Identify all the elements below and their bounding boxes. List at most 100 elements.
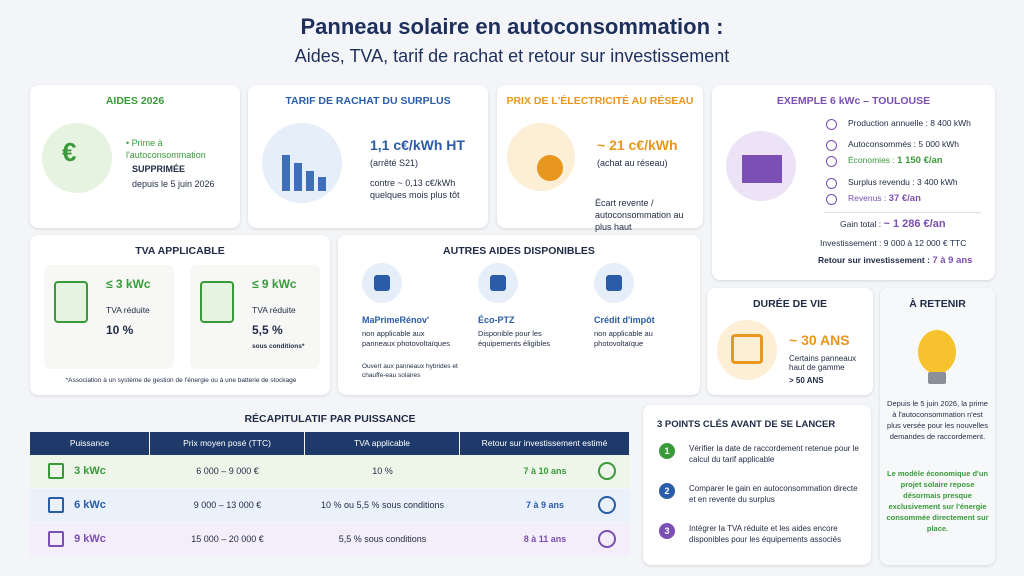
aid-text: non applicable au photovoltaïque: [594, 329, 653, 348]
example-row: Investissement : 9 000 à 12 000 € TTC: [820, 238, 966, 248]
duree-card: DURÉE DE VIE ~ 30 ANS Certains panneaux …: [707, 288, 873, 395]
card-title: EXEMPLE 6 kWc – TOULOUSE: [776, 95, 931, 107]
house-icon: [48, 531, 64, 547]
note: (arrêté S21): [370, 158, 419, 168]
retenir-card: À RETENIR Depuis le 5 juin 2026, la prim…: [880, 288, 995, 565]
clock-icon: [598, 496, 616, 514]
table-header: TVA applicable: [305, 432, 459, 455]
example-row: Économies : 1 150 €/an: [848, 155, 943, 166]
table-cell: 6 kWc: [74, 499, 106, 511]
gap: Écart revente / autoconsommation au plus…: [595, 198, 684, 232]
row-value: 5 000 kWh: [918, 139, 960, 149]
since: depuis le 5 juin 2026: [132, 179, 215, 189]
row-value: ~ 1 286 €/an: [883, 218, 946, 230]
table-cell: 15 000 – 20 000 €: [191, 534, 264, 544]
note: (achat au réseau): [597, 158, 668, 168]
euro-symbol: €: [62, 137, 77, 167]
card-title: 3 POINTS CLÉS AVANT DE SE LANCER: [657, 419, 836, 430]
label: TVA réduite: [252, 305, 296, 315]
extra: > 50 ANS: [789, 376, 824, 385]
exemple-card: EXEMPLE 6 kWc – TOULOUSE Production annu…: [712, 85, 995, 280]
icon-bar: [318, 177, 326, 191]
title: Panneau solaire en autoconsommation :: [300, 14, 724, 39]
example-row: Revenus : 37 €/an: [848, 193, 921, 204]
highlight: Le modèle économique d'un projet solaire…: [886, 469, 989, 533]
table-cell: 9 000 – 13 000 €: [193, 500, 262, 510]
row-value: 7 à 9 ans: [932, 255, 973, 266]
tva-card: TVA APPLICABLE *Association à un système…: [30, 235, 330, 395]
value: 1,1 c€/kWh HT: [370, 137, 465, 153]
card-title: AIDES 2026: [105, 95, 165, 107]
table-cell: 5,5 % sous conditions: [338, 534, 427, 544]
aid-name: Crédit d'impôt: [594, 315, 655, 325]
status: SUPPRIMÉE: [132, 164, 186, 174]
row-label: Surplus revendu :: [848, 177, 915, 187]
bulb-icon: [918, 330, 956, 374]
table-row: [30, 489, 630, 522]
table-title: RÉCAPITULATIF PAR PUISSANCE: [244, 413, 416, 425]
house-icon: [48, 497, 64, 513]
table-cell: 3 kWc: [74, 465, 106, 477]
table-cell: 6 000 – 9 000 €: [196, 466, 259, 476]
card-title: TARIF DE RACHAT DU SURPLUS: [285, 95, 451, 107]
compare: contre ~ 0,13 c€/kWh quelques mois plus …: [370, 178, 460, 200]
point-number: 2: [659, 483, 675, 499]
table-header: Prix moyen posé (TTC): [150, 432, 304, 455]
icon-bar: [294, 163, 302, 191]
example-row: Surplus revendu : 3 400 kWh: [848, 177, 958, 187]
bulb-base: [928, 372, 946, 384]
note: *Association à un système de gestion de …: [65, 377, 297, 384]
limit: ≤ 9 kWc: [252, 277, 297, 291]
note: Certains panneaux haut de gamme: [789, 354, 857, 372]
table-cell: 8 à 11 ans: [523, 534, 567, 544]
euro-icon: [42, 123, 112, 193]
row-label: Revenus :: [848, 193, 887, 203]
example-row: Gain total : ~ 1 286 €/an: [840, 218, 946, 230]
value: ~ 30 ANS: [789, 332, 850, 348]
tarif-card: TARIF DE RACHAT DU SURPLUS 1,1 c€/kWh HT…: [248, 85, 488, 228]
rate: 10 %: [106, 323, 134, 337]
aid-icon-inner: [374, 275, 390, 291]
tva-icon: [200, 281, 234, 323]
label: TVA réduite: [106, 305, 150, 315]
aid-name: MaPrimeRénov': [362, 315, 430, 325]
row-value: 3 400 kWh: [917, 177, 958, 187]
row-value: 37 €/an: [888, 193, 921, 204]
table-cell: 10 % ou 5,5 % sous conditions: [320, 500, 445, 510]
row-icon: [826, 156, 837, 167]
aid-text: Disponible pour les équipements éligible…: [478, 329, 551, 348]
row-value: 9 000 à 12 000 € TTC: [883, 238, 967, 248]
table-header: Retour sur investissement estimé: [460, 432, 629, 455]
separator: [824, 212, 981, 213]
house-body: [742, 155, 782, 183]
card-title: TVA APPLICABLE: [135, 245, 225, 257]
row-icon: [826, 194, 837, 205]
icon-bar: [306, 171, 314, 191]
point-text: Comparer le gain en autoconsommation dir…: [689, 484, 858, 504]
aid-extra: Ouvert aux panneaux hybrides et chauffe-…: [362, 363, 458, 379]
clock-icon: [598, 530, 616, 548]
tva-item: ≤ 3 kWc TVA réduite 10 %: [44, 265, 174, 369]
point-number: 3: [659, 523, 675, 539]
table-cell: 7 à 10 ans: [523, 466, 567, 476]
rate: 5,5 %: [252, 323, 283, 337]
row-label: Autoconsommés :: [848, 139, 917, 149]
aides-card: AIDES 2026 € • Prime à l'autoconsommatio…: [30, 85, 240, 228]
aid-text: non applicable aux panneaux photovoltaïq…: [362, 329, 450, 348]
condition: sous conditions*: [252, 343, 305, 350]
coin: [537, 155, 563, 181]
row-value: 1 150 €/an: [897, 155, 943, 166]
point-number: 1: [659, 443, 675, 459]
value: ~ 21 c€/kWh: [597, 137, 678, 153]
row-label: Gain total :: [840, 219, 882, 229]
chart-icon: [262, 123, 342, 203]
row-label: Économies :: [848, 155, 895, 165]
example-row: Production annuelle : 8 400 kWh: [848, 118, 971, 128]
prime: • Prime à l'autoconsommation: [126, 138, 206, 160]
tva-item: ≤ 9 kWc TVA réduite 5,5 % sous conditions*: [190, 265, 320, 369]
table-cell: 10 %: [372, 466, 393, 476]
row-label: Production annuelle :: [848, 118, 928, 128]
row-icon: [826, 119, 837, 130]
row-value: 8 400 kWh: [930, 118, 971, 128]
